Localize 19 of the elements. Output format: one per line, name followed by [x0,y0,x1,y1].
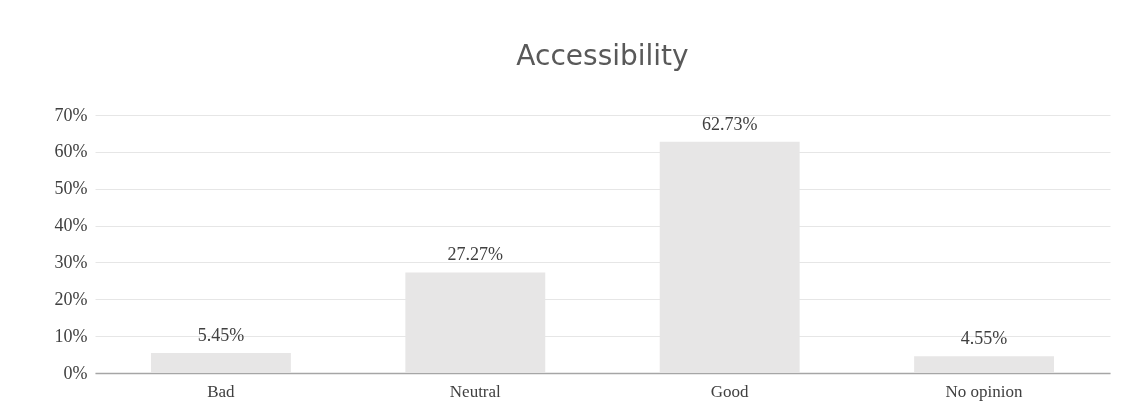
y-tick-label: 40% [54,215,88,236]
y-tick-label: 30% [54,251,88,272]
x-tick-label: Good [710,381,750,401]
y-tick-label: 20% [54,288,88,309]
y-tick-label: 60% [54,141,88,162]
bar [914,356,1055,373]
data-label: 62.73% [701,113,758,134]
x-tick-label: Bad [207,381,236,401]
x-tick-label: Neutral [449,381,502,401]
y-tick-label: 10% [54,325,88,346]
data-label: 27.27% [447,244,504,265]
chart-title: Accessibility [516,39,689,72]
x-tick-label: No opinion [945,381,1024,401]
data-label: 4.55% [960,328,1008,349]
y-tick-label: 50% [54,178,88,199]
y-tick-label: 0% [63,362,88,383]
bar [150,352,291,373]
y-tick-label: 70% [54,104,88,125]
data-label: 5.45% [197,324,245,345]
